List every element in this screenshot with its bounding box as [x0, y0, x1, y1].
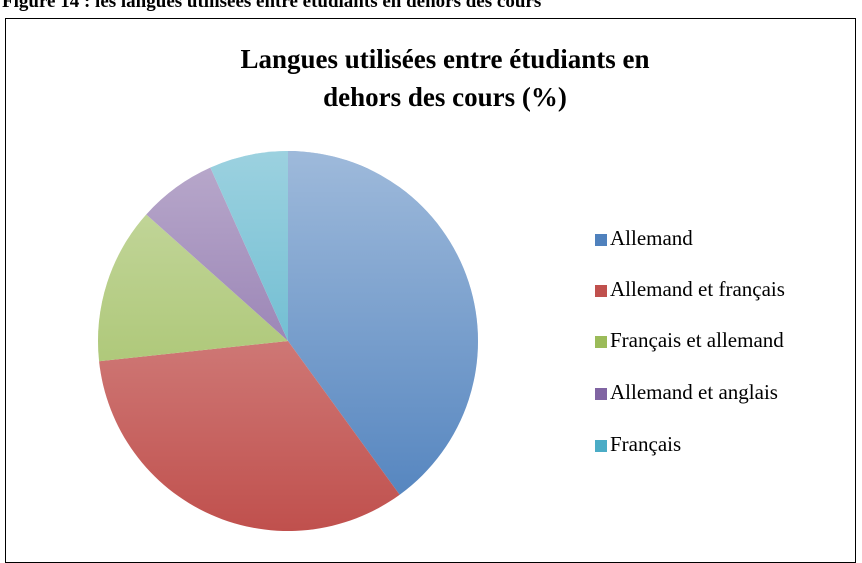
legend-label: Allemand et anglais: [610, 380, 778, 404]
legend-label: Français: [610, 432, 681, 456]
legend-label: Allemand: [610, 226, 693, 250]
legend-swatch: [595, 440, 607, 452]
legend-label: Allemand et français: [610, 277, 785, 301]
legend-swatch: [595, 336, 607, 348]
legend-swatch: [595, 234, 607, 246]
chart-title: Langues utilisées entre étudiants en deh…: [240, 44, 650, 112]
caption: Figure 14 : les langues utilisées entre …: [2, 0, 542, 12]
legend-swatch: [595, 285, 607, 297]
legend-swatch: [595, 388, 607, 400]
legend-label: Français et allemand: [610, 328, 784, 352]
